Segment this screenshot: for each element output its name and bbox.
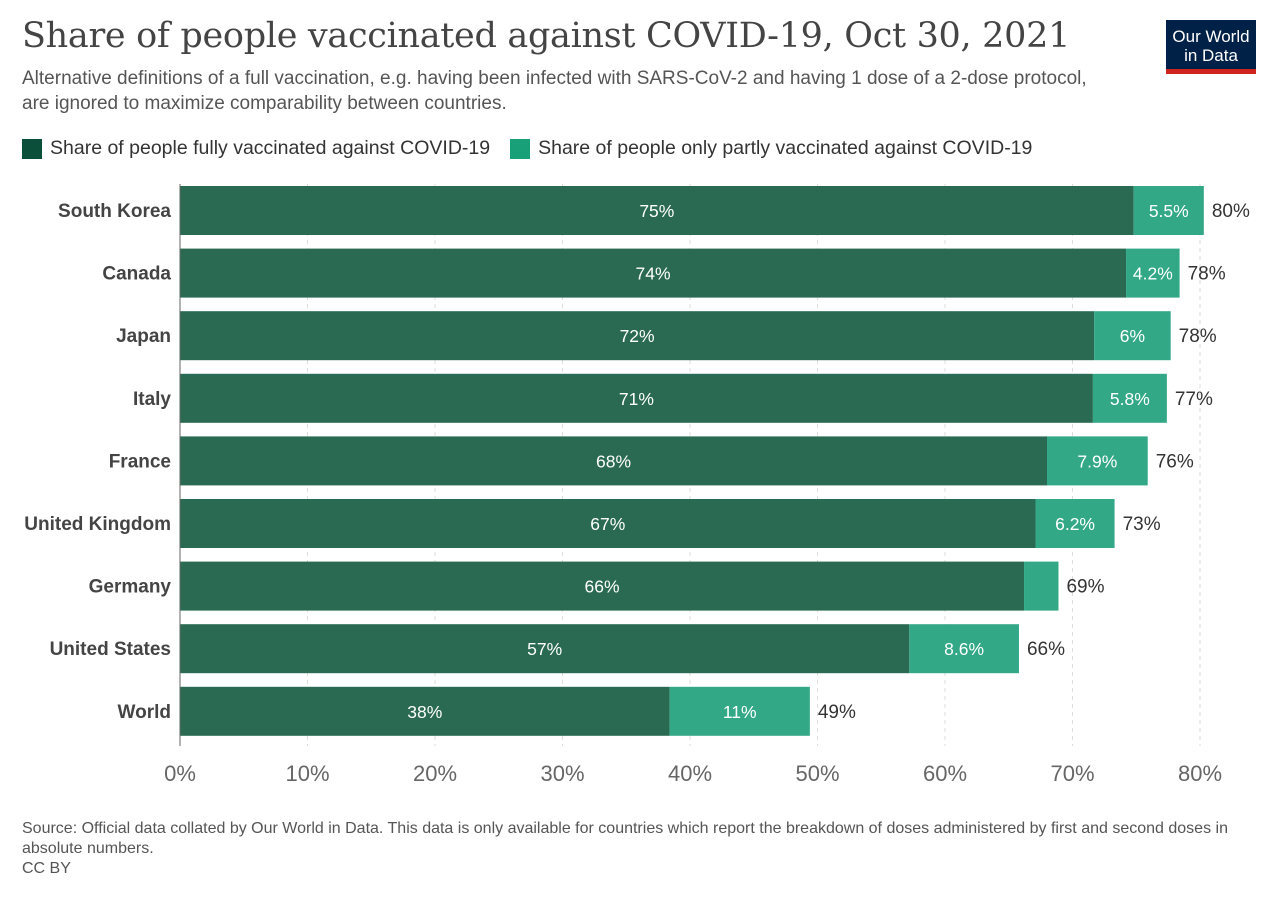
data-label-total: 77% — [1175, 389, 1213, 410]
owid-logo[interactable]: Our World in Data — [1166, 20, 1256, 74]
category-label: Germany — [89, 577, 172, 598]
bar-partial — [1047, 436, 1148, 486]
license-note: CC BY — [22, 860, 71, 877]
bar-full — [180, 561, 1025, 611]
data-label-total: 69% — [1066, 577, 1104, 598]
category-label: World — [118, 702, 171, 723]
bar-full — [180, 686, 670, 736]
data-label-partial: 7.9% — [1077, 451, 1117, 471]
bar-chart: South Korea 75% 5.5% 80% Canada 74% 4.2% 78% Jap… — [24, 184, 1250, 786]
data-label-total: 76% — [1156, 451, 1194, 472]
x-tick-label: 80% — [1178, 761, 1222, 786]
logo-line-2: in Data — [1184, 46, 1238, 65]
chart-title: Share of people vaccinated against COVID… — [22, 16, 1071, 56]
data-label-total: 49% — [818, 702, 856, 723]
data-label-partial: 11% — [723, 702, 757, 722]
x-tick-label: 20% — [413, 761, 457, 786]
legend-swatch-full — [22, 138, 42, 159]
chart-subtitle: Alternative definitions of a full vaccin… — [22, 68, 1087, 114]
bar-partial — [1126, 248, 1180, 298]
legend-swatch-partial — [510, 138, 531, 159]
bar-partial — [1035, 499, 1115, 548]
bar-full — [180, 499, 1036, 548]
source-note: Source: Official data collated by Our Wo… — [22, 820, 1228, 857]
data-label-full: 66% — [585, 577, 620, 597]
x-tick-label: 50% — [795, 761, 839, 786]
category-label: United States — [50, 639, 171, 660]
bar-full — [180, 624, 910, 674]
data-label-full: 68% — [596, 451, 631, 471]
bar-full — [180, 436, 1047, 486]
bar-partial — [1092, 373, 1167, 423]
data-label-partial: 8.6% — [944, 639, 984, 659]
data-label-full: 38% — [407, 702, 442, 722]
x-tick-label: 10% — [285, 761, 329, 786]
bar-partial — [909, 624, 1019, 674]
data-label-partial: 5.8% — [1110, 389, 1150, 409]
legend-label-full: Share of people fully vaccinated against… — [50, 137, 491, 159]
bar-full — [180, 311, 1095, 361]
x-tick-label: 60% — [923, 761, 967, 786]
x-tick-label: 40% — [668, 761, 712, 786]
legend: Share of people fully vaccinated against… — [22, 137, 1052, 160]
data-label-full: 57% — [527, 639, 562, 659]
data-label-partial: 4.2% — [1133, 264, 1173, 284]
bar-full — [180, 248, 1127, 298]
bar-partial — [669, 686, 810, 736]
legend-item-full[interactable]: Share of people fully vaccinated against… — [22, 137, 490, 160]
data-label-full: 72% — [620, 326, 655, 346]
legend-label-partial: Share of people only partly vaccinated a… — [538, 137, 1033, 159]
bar-partial — [1133, 186, 1204, 235]
bar-full — [180, 186, 1134, 235]
data-label-partial: 6% — [1120, 326, 1145, 346]
bar-partial — [1094, 311, 1171, 361]
data-label-partial: 6.2% — [1055, 514, 1095, 534]
legend-item-partial[interactable]: Share of people only partly vaccinated a… — [510, 137, 1032, 160]
category-label: Japan — [116, 326, 171, 347]
category-label: United Kingdom — [24, 514, 171, 535]
data-label-partial: 5.5% — [1149, 201, 1189, 221]
data-label-total: 73% — [1123, 514, 1161, 535]
category-label: Italy — [133, 389, 171, 410]
data-label-total: 66% — [1027, 639, 1065, 660]
footer: Source: Official data collated by Our Wo… — [22, 819, 1252, 879]
data-label-full: 71% — [619, 389, 654, 409]
logo-line-1: Our World — [1172, 27, 1250, 46]
x-tick-label: 0% — [164, 761, 196, 786]
data-label-full: 75% — [639, 201, 674, 221]
x-tick-label: 30% — [540, 761, 584, 786]
category-label: South Korea — [58, 201, 171, 222]
data-label-full: 74% — [636, 264, 671, 284]
data-label-total: 78% — [1179, 326, 1217, 347]
data-label-total: 78% — [1188, 264, 1226, 285]
bar-full — [180, 373, 1093, 423]
category-label: Canada — [102, 264, 171, 285]
x-tick-label: 70% — [1050, 761, 1094, 786]
data-label-total: 80% — [1212, 201, 1250, 222]
category-label: France — [109, 451, 171, 472]
bar-partial — [1024, 561, 1059, 611]
data-label-full: 67% — [590, 514, 625, 534]
